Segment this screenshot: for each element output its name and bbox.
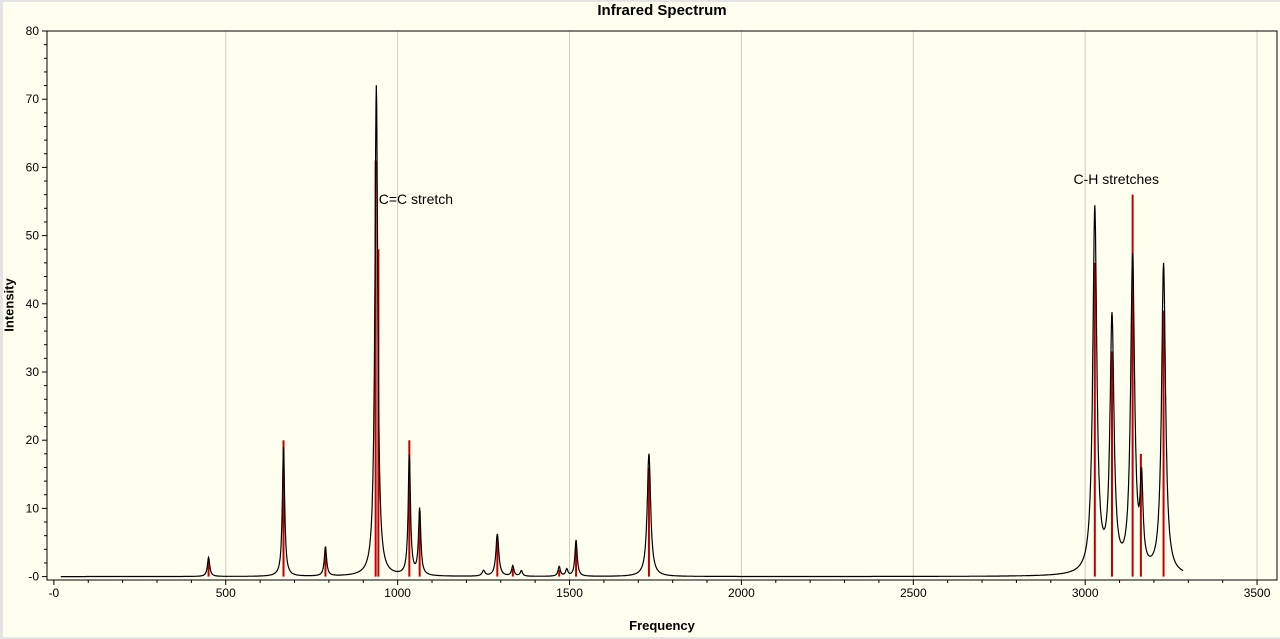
x-tick-label: -0	[49, 586, 60, 600]
x-tick-label: 1500	[556, 586, 583, 600]
y-tick-label: 60	[26, 160, 40, 174]
y-tick-label: 80	[26, 24, 40, 38]
spectrum-curve	[60, 85, 1184, 578]
annotation-ch-stretches: C-H stretches	[1073, 170, 1160, 187]
x-tick-label: 1000	[384, 586, 411, 600]
y-tick-label: 30	[26, 365, 40, 379]
x-tick-label: 2000	[728, 586, 755, 600]
y-tick-label: 70	[26, 92, 40, 106]
y-tick-label: 20	[26, 433, 40, 447]
window-frame-bottom	[0, 637, 1280, 639]
window-frame-top	[0, 0, 1280, 2]
y-tick-label: 50	[26, 229, 40, 243]
y-axis-title: Intensity	[1, 278, 17, 332]
y-tick-label: -0	[28, 570, 39, 584]
x-tick-label: 3500	[1244, 586, 1271, 600]
y-tick-label: 40	[26, 297, 40, 311]
x-axis-title: Frequency	[629, 618, 695, 633]
x-tick-label: 3000	[1072, 586, 1099, 600]
x-tick-label: 2500	[900, 586, 927, 600]
x-tick-label: 500	[216, 586, 236, 600]
chart-title: Infrared Spectrum	[597, 2, 727, 19]
annotation-cc-stretch: C=C stretch	[378, 191, 454, 208]
window-frame-left	[0, 0, 3, 639]
plot-border	[46, 30, 1278, 581]
y-tick-label: 10	[26, 501, 40, 515]
